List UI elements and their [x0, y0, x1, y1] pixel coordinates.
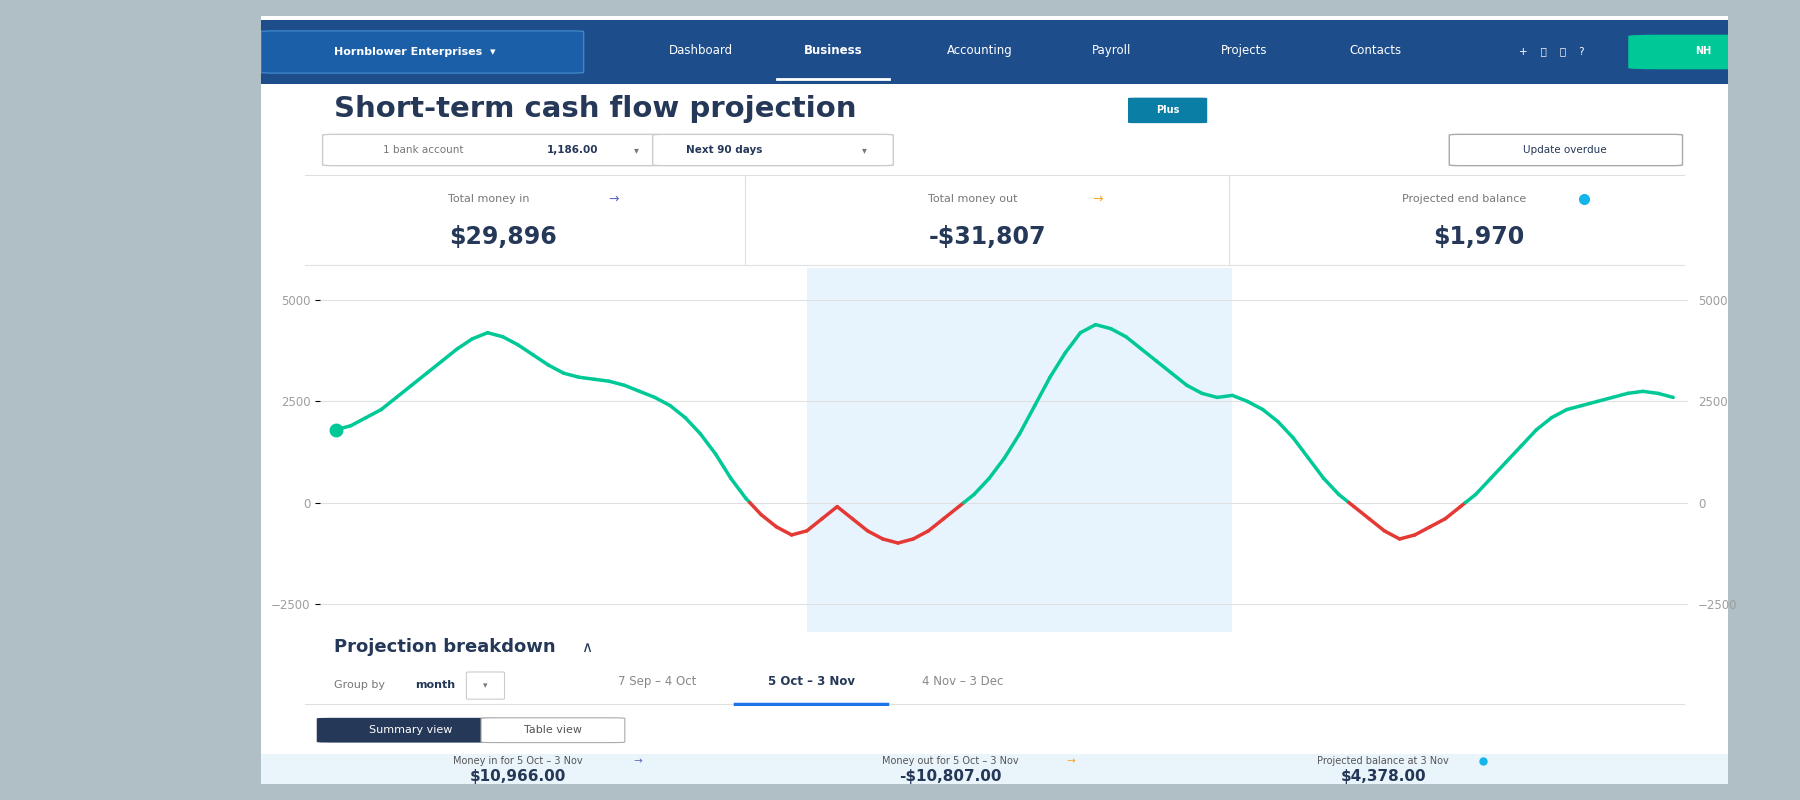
Text: $10,966.00: $10,966.00 — [470, 769, 565, 784]
Text: $1,970: $1,970 — [1433, 226, 1525, 250]
Text: 4 Nov – 3 Dec: 4 Nov – 3 Dec — [922, 675, 1003, 688]
Text: Update overdue: Update overdue — [1523, 145, 1607, 155]
Text: ∧: ∧ — [581, 640, 592, 654]
Text: 1,186.00: 1,186.00 — [547, 145, 599, 155]
Text: Money in for 5 Oct – 3 Nov: Money in for 5 Oct – 3 Nov — [454, 756, 583, 766]
FancyBboxPatch shape — [1129, 98, 1208, 123]
Text: $29,896: $29,896 — [450, 226, 556, 250]
Text: ▾: ▾ — [862, 145, 866, 155]
FancyBboxPatch shape — [1449, 134, 1683, 166]
Text: -$31,807: -$31,807 — [929, 226, 1046, 250]
FancyBboxPatch shape — [653, 134, 893, 166]
Text: →: → — [608, 192, 619, 206]
Text: 5 Oct – 3 Nov: 5 Oct – 3 Nov — [767, 675, 855, 688]
FancyBboxPatch shape — [481, 718, 625, 742]
Text: -$10,807.00: -$10,807.00 — [900, 769, 1003, 784]
FancyBboxPatch shape — [1629, 34, 1778, 70]
Text: Total money in: Total money in — [448, 194, 529, 204]
Text: ▾: ▾ — [634, 145, 639, 155]
Text: →: → — [634, 756, 643, 766]
Text: Projected end balance: Projected end balance — [1402, 194, 1526, 204]
Text: ▾: ▾ — [482, 681, 488, 690]
Text: Money out for 5 Oct – 3 Nov: Money out for 5 Oct – 3 Nov — [882, 756, 1019, 766]
FancyBboxPatch shape — [317, 718, 504, 742]
Text: +    🔍    🔔    ?: + 🔍 🔔 ? — [1519, 46, 1584, 56]
Text: $4,378.00: $4,378.00 — [1341, 769, 1426, 784]
Text: NH: NH — [1696, 46, 1712, 56]
Text: Dashboard: Dashboard — [670, 44, 733, 58]
Text: Total money out: Total money out — [927, 194, 1017, 204]
Text: Hornblower Enterprises  ▾: Hornblower Enterprises ▾ — [335, 47, 495, 57]
FancyBboxPatch shape — [466, 672, 504, 699]
Text: Group by: Group by — [335, 680, 385, 690]
Text: →: → — [1093, 192, 1102, 206]
Text: Accounting: Accounting — [947, 44, 1013, 58]
Text: Business: Business — [805, 44, 862, 58]
Text: Projects: Projects — [1220, 44, 1267, 58]
Text: month: month — [416, 680, 455, 690]
Text: →: → — [1066, 756, 1075, 766]
Text: Table view: Table view — [524, 726, 581, 735]
FancyBboxPatch shape — [261, 31, 583, 73]
Text: Next 90 days: Next 90 days — [686, 145, 763, 155]
Text: Plus: Plus — [1156, 106, 1179, 115]
Bar — [806, 268, 1233, 632]
Text: Projection breakdown: Projection breakdown — [335, 638, 556, 656]
FancyBboxPatch shape — [322, 134, 661, 166]
Text: 7 Sep – 4 Oct: 7 Sep – 4 Oct — [617, 675, 697, 688]
Text: Payroll: Payroll — [1093, 44, 1132, 58]
Text: 1 bank account: 1 bank account — [383, 145, 463, 155]
Text: Contacts: Contacts — [1350, 44, 1402, 58]
Text: Projected balance at 3 Nov: Projected balance at 3 Nov — [1318, 756, 1449, 766]
Text: Short-term cash flow projection: Short-term cash flow projection — [335, 94, 857, 122]
Text: Summary view: Summary view — [369, 726, 452, 735]
